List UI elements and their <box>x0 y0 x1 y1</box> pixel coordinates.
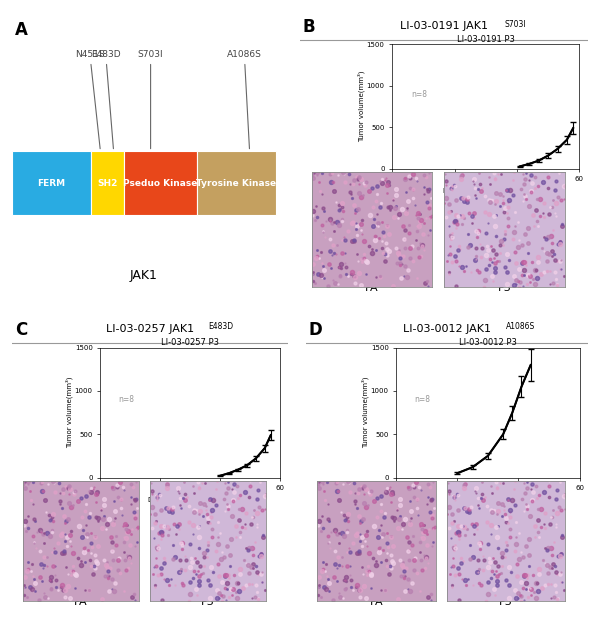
Text: PA: PA <box>365 283 379 293</box>
Bar <box>124 152 197 215</box>
Text: LI-03-0012 JAK1: LI-03-0012 JAK1 <box>403 323 491 333</box>
Text: FERM: FERM <box>38 179 65 188</box>
Text: LI-03-0257 JAK1: LI-03-0257 JAK1 <box>106 323 194 333</box>
Text: A: A <box>14 21 28 39</box>
Text: A1086S: A1086S <box>506 322 535 331</box>
Text: P3: P3 <box>497 283 511 293</box>
Text: LI-03-0191 JAK1: LI-03-0191 JAK1 <box>400 21 488 31</box>
Text: A1086S: A1086S <box>227 50 262 148</box>
Text: PA: PA <box>370 598 383 608</box>
Text: S703I: S703I <box>138 50 163 148</box>
Bar <box>197 152 276 215</box>
Text: Pseduo Kinase: Pseduo Kinase <box>124 179 197 188</box>
Text: E483D: E483D <box>91 50 121 148</box>
Text: C: C <box>15 321 27 338</box>
Text: N451S: N451S <box>75 50 104 148</box>
Text: JAK1: JAK1 <box>130 269 158 282</box>
Text: PA: PA <box>74 598 88 608</box>
Text: S703I: S703I <box>505 19 526 29</box>
Text: P3: P3 <box>499 598 513 608</box>
Text: SH2: SH2 <box>98 179 118 188</box>
Bar <box>12 152 91 215</box>
Text: D: D <box>309 321 323 338</box>
Bar <box>91 152 124 215</box>
Text: E483D: E483D <box>208 322 233 331</box>
Text: P3: P3 <box>201 598 215 608</box>
Text: B: B <box>303 18 316 36</box>
Text: Tyrosine Kinase: Tyrosine Kinase <box>196 179 277 188</box>
